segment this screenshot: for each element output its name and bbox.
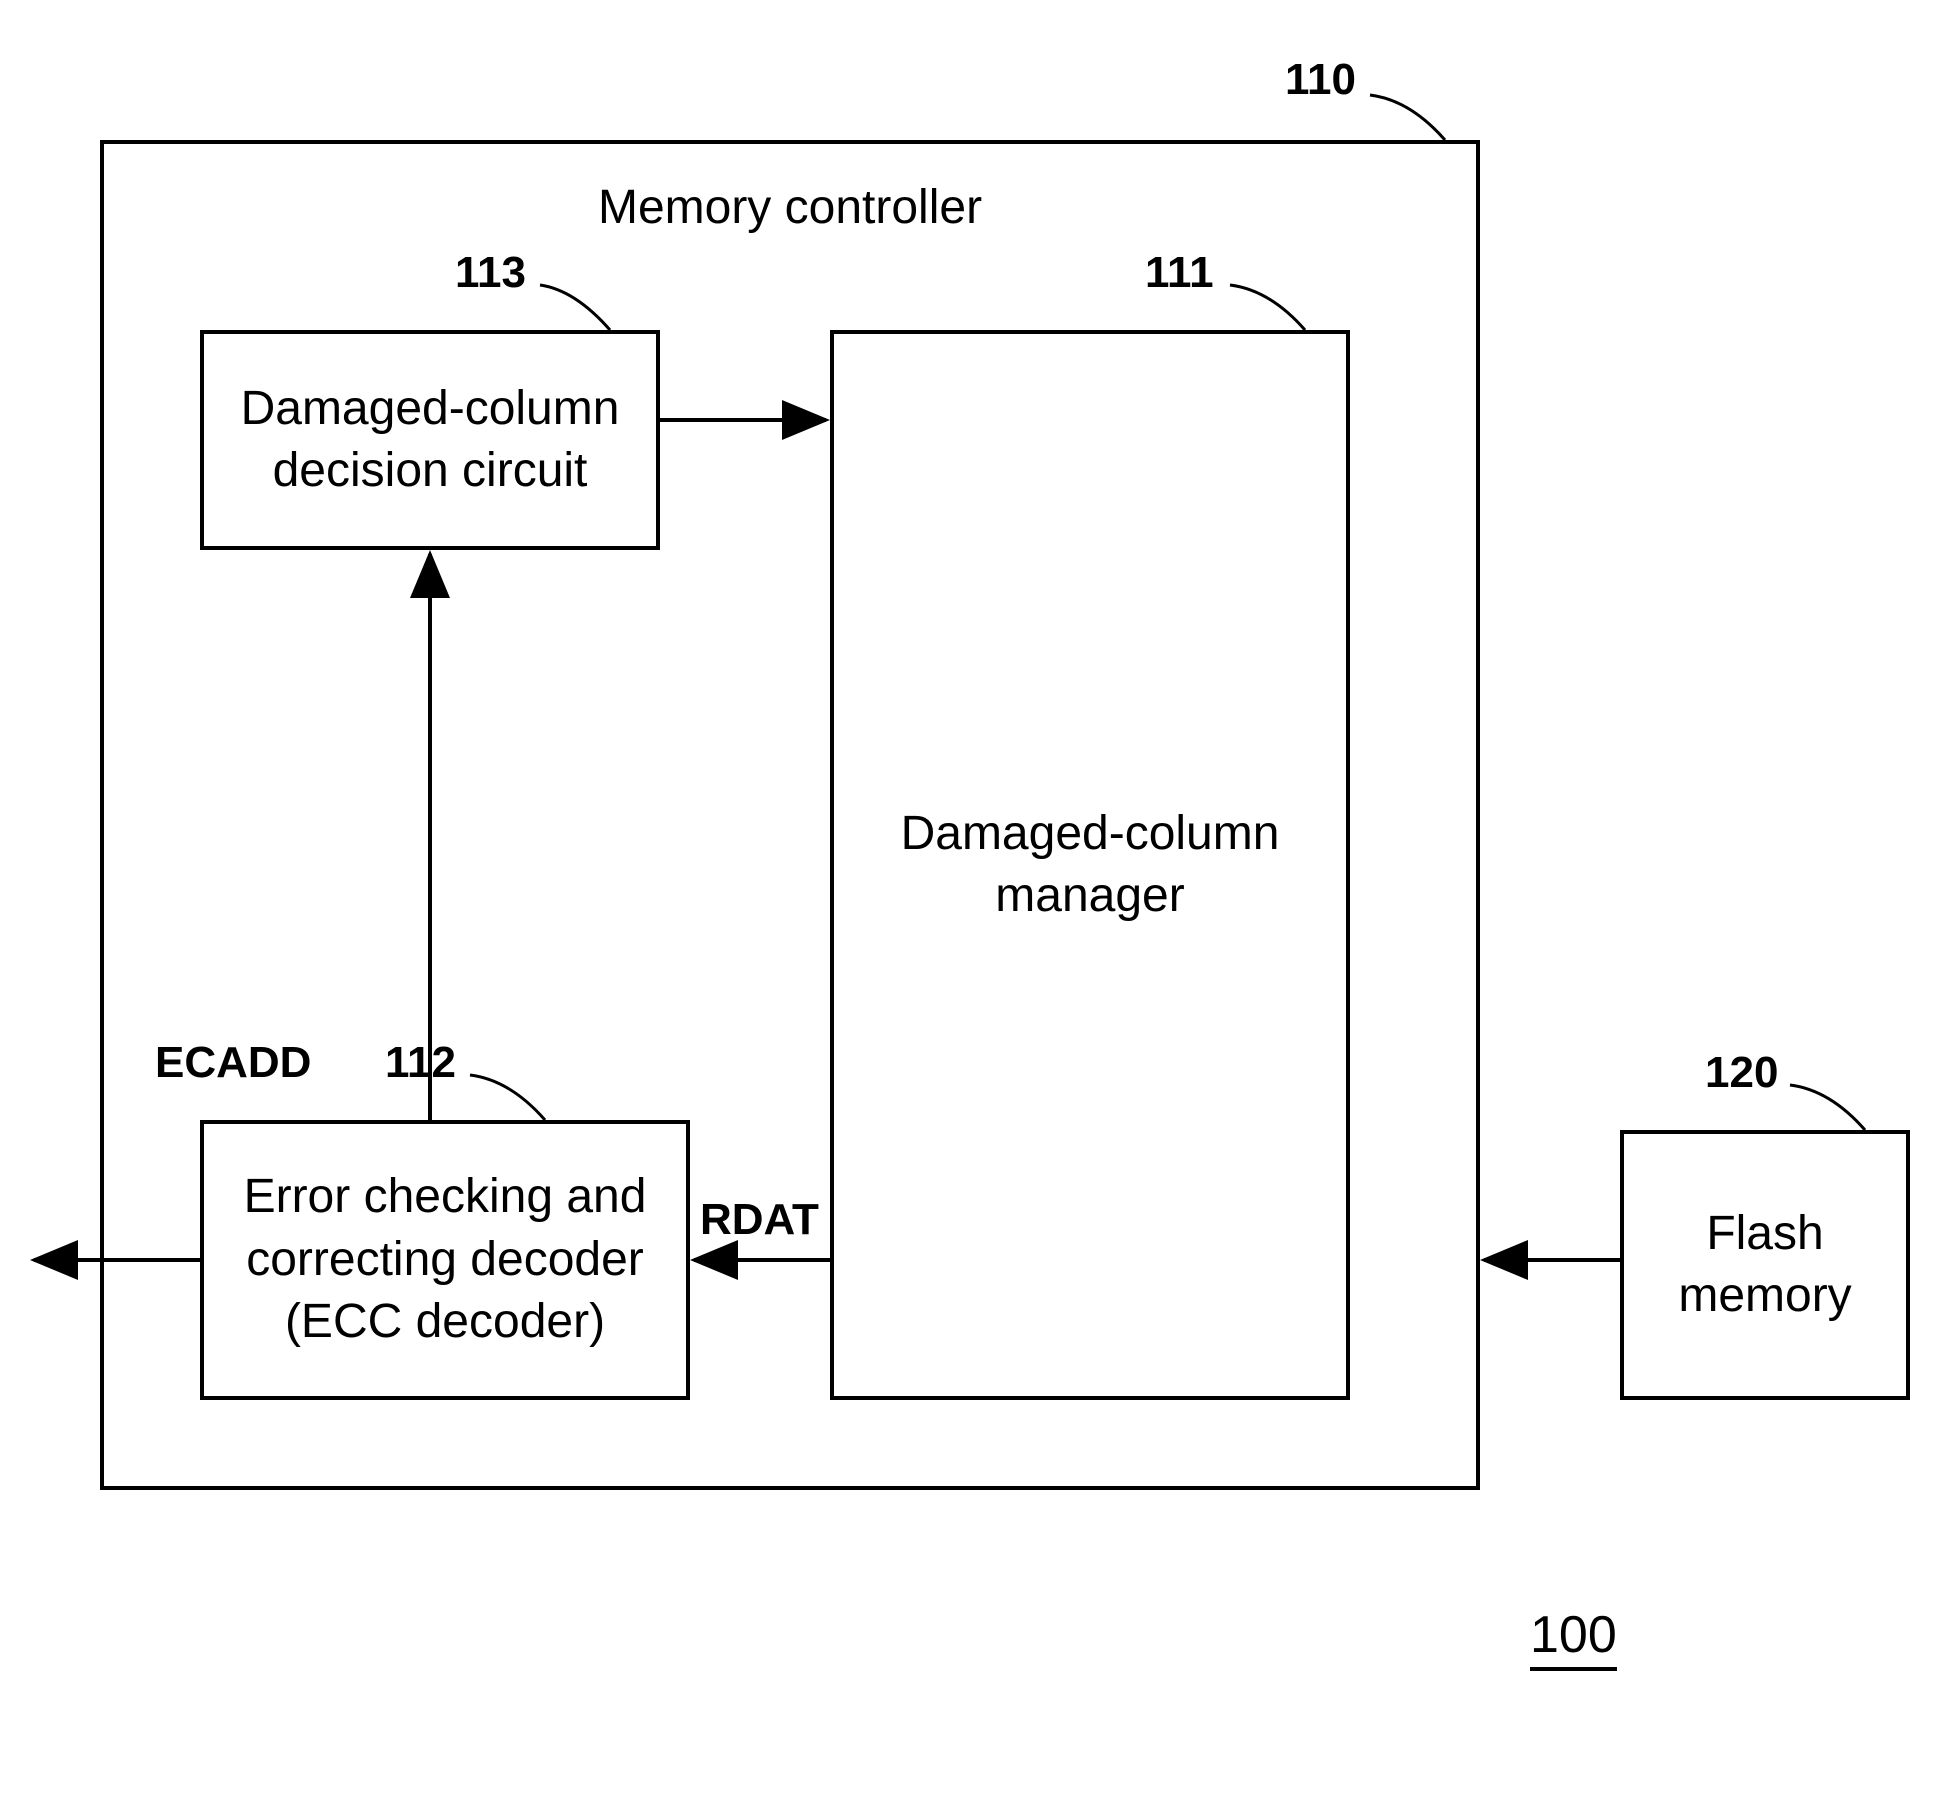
ref-112: 112 — [385, 1038, 456, 1088]
decision-line2: decision circuit — [273, 440, 588, 502]
ref-113: 113 — [455, 248, 526, 298]
memory-controller-title: Memory controller — [430, 180, 1150, 235]
ecc-decoder-box: Error checking and correcting decoder (E… — [200, 1120, 690, 1400]
decision-circuit-box: Damaged-column decision circuit — [200, 330, 660, 550]
manager-line2: manager — [995, 865, 1184, 927]
block-diagram: Memory controller Damaged-column decisio… — [0, 0, 1958, 1807]
flash-memory-box: Flash memory — [1620, 1130, 1910, 1400]
ecc-line2: correcting decoder — [246, 1229, 644, 1291]
leader-120 — [1790, 1085, 1865, 1130]
flash-line1: Flash — [1706, 1203, 1823, 1265]
manager-box: Damaged-column manager — [830, 330, 1350, 1400]
leader-110 — [1370, 95, 1445, 140]
flash-line2: memory — [1678, 1265, 1851, 1327]
ref-120: 120 — [1705, 1048, 1778, 1098]
ecc-line1: Error checking and — [244, 1166, 647, 1228]
signal-rdat: RDAT — [700, 1195, 819, 1245]
manager-line1: Damaged-column — [901, 803, 1280, 865]
figure-number: 100 — [1530, 1605, 1617, 1671]
decision-line1: Damaged-column — [241, 378, 620, 440]
ref-110: 110 — [1285, 55, 1356, 105]
ecc-line3: (ECC decoder) — [285, 1291, 605, 1353]
signal-ecadd: ECADD — [155, 1038, 311, 1088]
ref-111: 111 — [1145, 248, 1214, 298]
